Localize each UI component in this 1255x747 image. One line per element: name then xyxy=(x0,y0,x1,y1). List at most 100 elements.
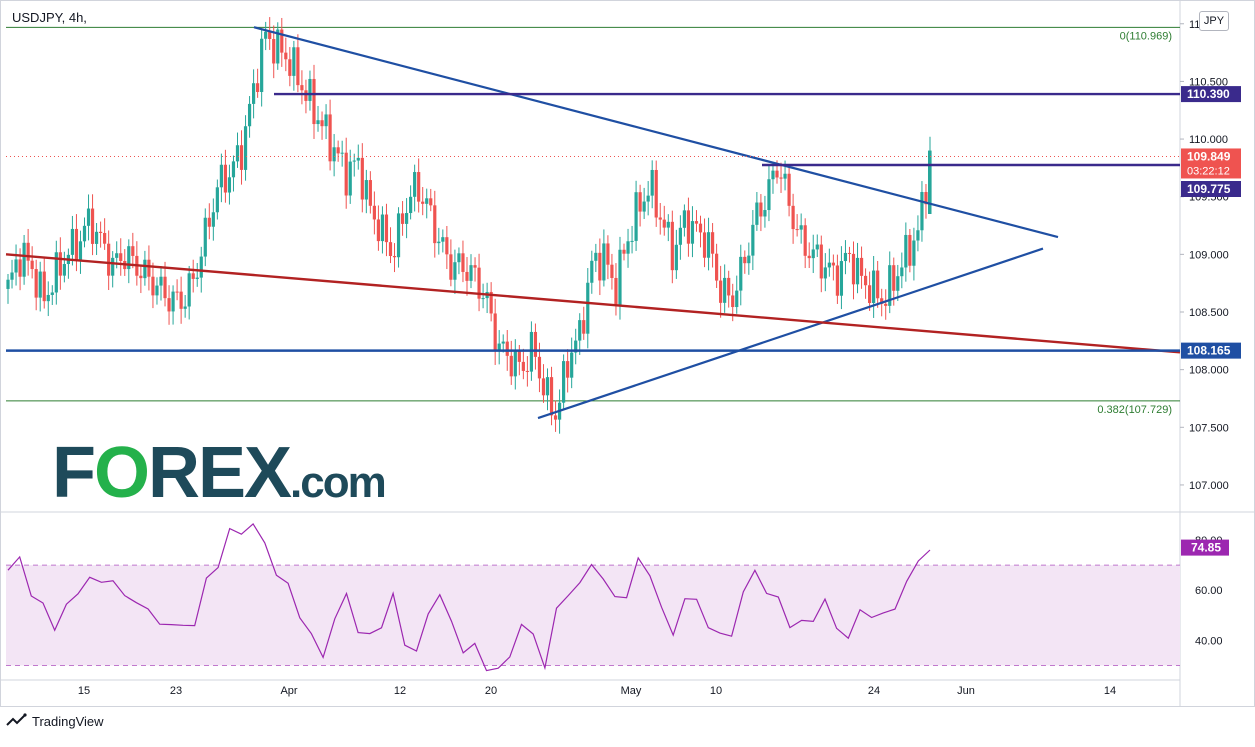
candle-body xyxy=(715,253,719,281)
candle-body xyxy=(388,242,393,257)
candle-body xyxy=(839,261,844,296)
candle-body xyxy=(227,177,232,193)
candle-body xyxy=(731,295,735,308)
candle-body xyxy=(372,205,376,220)
price-tick-label: 108.500 xyxy=(1189,307,1229,319)
candle-body xyxy=(859,257,864,276)
candle-body xyxy=(533,331,538,357)
time-tick-label: 23 xyxy=(170,685,182,697)
candle-body xyxy=(670,221,674,271)
tradingview-brand[interactable]: TradingView xyxy=(6,713,104,729)
candle-body xyxy=(143,259,147,279)
candle-body xyxy=(880,298,884,304)
price-tick-label: 107.500 xyxy=(1189,422,1229,434)
time-tick-label: 15 xyxy=(78,685,90,697)
candle-body xyxy=(280,29,284,53)
candle-body xyxy=(175,291,179,293)
candle-body xyxy=(610,264,614,278)
candle-body xyxy=(863,275,868,286)
candle-body xyxy=(368,180,372,206)
candle-body xyxy=(86,208,91,226)
candle-body xyxy=(256,83,260,93)
candle-body xyxy=(783,173,787,179)
candle-body xyxy=(183,306,187,309)
candle-body xyxy=(30,260,34,270)
candle-body xyxy=(396,213,401,258)
candle-body xyxy=(356,157,360,161)
candle-body xyxy=(908,234,912,266)
candle-body xyxy=(203,217,207,257)
candle-body xyxy=(465,271,469,281)
candle-body xyxy=(417,172,421,202)
candle-body xyxy=(662,219,666,228)
candle-body xyxy=(449,254,453,280)
candle-body xyxy=(614,277,618,305)
candle-body xyxy=(513,351,517,377)
candle-body xyxy=(851,253,856,285)
candle-body xyxy=(755,202,759,225)
candle-body xyxy=(678,227,682,245)
candle-body xyxy=(62,264,66,276)
candle-body xyxy=(582,320,586,334)
candle-body xyxy=(622,249,626,254)
candle-body xyxy=(590,260,594,283)
candle-body xyxy=(127,246,131,270)
price-tick-label: 108.000 xyxy=(1189,365,1229,377)
candle-body xyxy=(876,270,880,299)
candle-body xyxy=(884,303,888,306)
candle-body xyxy=(811,249,815,259)
candle-body xyxy=(868,285,872,304)
candle-body xyxy=(924,192,928,205)
candle-body xyxy=(328,114,332,162)
level-label-108165: 108.165 xyxy=(1187,344,1231,358)
candle-body xyxy=(823,267,827,279)
candle-body xyxy=(638,192,642,212)
candle-body xyxy=(151,276,155,296)
candle-body xyxy=(18,259,22,277)
candle-body xyxy=(525,370,529,372)
level-label-110390-bg xyxy=(1181,86,1241,103)
candle-body xyxy=(763,210,767,217)
candle-body xyxy=(292,47,296,76)
level-label-109775-bg xyxy=(1181,181,1241,197)
candle-body xyxy=(493,313,497,352)
lower-trendline xyxy=(537,247,1044,420)
candle-body xyxy=(324,114,328,127)
candle-body xyxy=(735,290,739,308)
price-tick-label: 110.500 xyxy=(1189,76,1228,88)
upper-trendline xyxy=(253,26,1059,239)
candle-body xyxy=(586,282,590,334)
candle-body xyxy=(115,253,119,258)
candle-body xyxy=(58,252,62,276)
candle-body xyxy=(888,265,892,306)
candle-body xyxy=(562,361,566,403)
level-label-110390: 110.390 xyxy=(1187,87,1230,101)
candle-body xyxy=(453,262,457,280)
candle-body xyxy=(545,377,550,396)
candle-body xyxy=(537,356,542,379)
candle-body xyxy=(928,150,932,214)
candle-body xyxy=(509,355,513,377)
candle-body xyxy=(344,152,348,196)
price-tick-label: 109.000 xyxy=(1189,249,1229,261)
fib-level-label: 0(110.969) xyxy=(1120,30,1172,42)
rsi-line xyxy=(7,522,931,672)
currency-unit-badge[interactable]: JPY xyxy=(1199,11,1229,31)
candle-body xyxy=(90,208,95,244)
candle-body xyxy=(835,265,839,296)
candle-body xyxy=(179,291,183,309)
candle-body xyxy=(771,170,775,180)
candle-body xyxy=(477,267,481,299)
candle-body xyxy=(553,415,558,420)
candle-body xyxy=(6,279,10,289)
candle-body xyxy=(831,262,835,266)
time-tick-label: 24 xyxy=(868,685,880,697)
candle-body xyxy=(618,249,622,305)
candle-body xyxy=(433,205,437,244)
candle-body xyxy=(10,272,14,280)
candle-body xyxy=(219,164,223,188)
candle-body xyxy=(779,177,783,179)
candle-body xyxy=(767,179,771,211)
time-tick-label: May xyxy=(621,685,642,697)
